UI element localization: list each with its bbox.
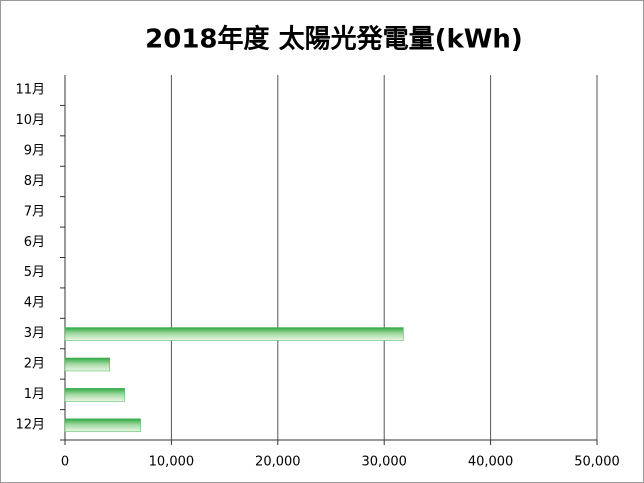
x-tick-label: 10,000 — [149, 455, 195, 470]
y-tick-label: 2月 — [24, 356, 45, 371]
x-tick-label: 0 — [61, 455, 69, 470]
y-tick-label: 11月 — [15, 83, 45, 98]
y-tick-label: 12月 — [15, 417, 45, 432]
bar — [64, 388, 125, 402]
bar — [64, 418, 141, 433]
x-tick-label: 50,000 — [574, 455, 620, 470]
y-tick-label: 9月 — [24, 144, 45, 159]
y-tick-label: 5月 — [24, 265, 45, 280]
y-tick-label: 4月 — [24, 296, 45, 311]
y-tick-label: 1月 — [24, 387, 45, 402]
y-tick-label: 8月 — [24, 174, 45, 189]
y-tick-label: 7月 — [24, 204, 45, 219]
bar — [64, 327, 404, 341]
chart-title: 2018年度 太陽光発電量(kWh) — [145, 24, 523, 55]
y-tick-label: 10月 — [15, 113, 45, 128]
y-tick-label: 6月 — [24, 235, 45, 250]
x-tick-label: 40,000 — [468, 455, 514, 470]
y-tick-label: 3月 — [24, 326, 45, 341]
bar — [64, 357, 110, 372]
x-tick-label: 20,000 — [255, 455, 301, 470]
x-tick-label: 30,000 — [361, 455, 407, 470]
